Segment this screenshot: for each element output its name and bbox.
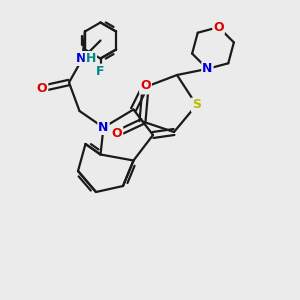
Text: O: O (140, 79, 151, 92)
Text: O: O (213, 21, 224, 34)
Text: O: O (112, 127, 122, 140)
Text: F: F (96, 64, 105, 78)
Text: H: H (86, 52, 96, 65)
Text: N: N (98, 121, 109, 134)
Text: N: N (76, 52, 86, 65)
Text: N: N (140, 80, 151, 94)
Text: S: S (192, 98, 201, 112)
Text: O: O (37, 82, 47, 95)
Text: N: N (202, 62, 213, 75)
